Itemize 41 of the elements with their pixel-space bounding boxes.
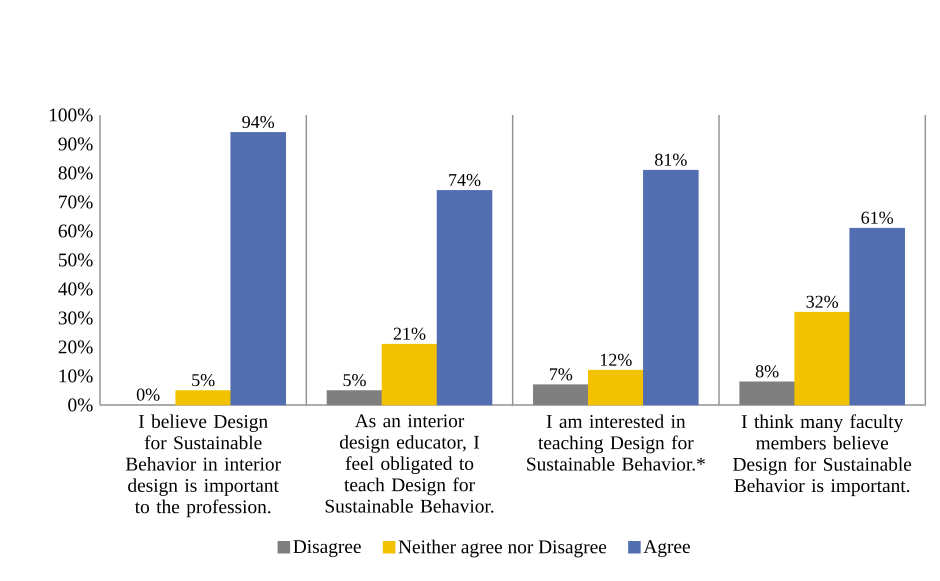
bar [326, 390, 382, 406]
data-label: 74% [449, 174, 480, 186]
bar [533, 384, 589, 406]
x-tick-label: I am interested in teaching Design for Sustainable Behavior.* [527, 414, 705, 471]
y-tick-label: 10% [60, 369, 93, 383]
data-label: 8% [756, 365, 779, 378]
data-label: 5% [192, 374, 215, 386]
data-label: 21% [394, 328, 426, 340]
legend-label: Neither agree nor Disagree [398, 540, 606, 558]
y-tick-label: 30% [58, 311, 93, 325]
data-label: 94% [242, 116, 274, 128]
legend-label: Agree [644, 540, 690, 558]
y-tick-label: 100% [50, 108, 93, 122]
bar [175, 390, 231, 406]
legend-label: Disagree [293, 540, 361, 558]
bar [849, 228, 905, 406]
data-label: 12% [600, 354, 632, 366]
y-tick-label: 0% [68, 398, 93, 412]
y-tick-label: 50% [58, 253, 93, 267]
data-label: 5% [344, 374, 366, 386]
y-tick-label: 80% [58, 166, 93, 180]
data-label: 81% [655, 154, 687, 166]
y-tick-label: 90% [58, 137, 93, 151]
y-tick-label: 20% [58, 340, 93, 354]
bar [382, 344, 438, 406]
data-label: 61% [861, 212, 894, 224]
bar [794, 312, 850, 406]
data-label: 7% [550, 368, 572, 380]
y-tick-label: 70% [59, 195, 93, 209]
data-label: 32% [806, 296, 838, 308]
bar [739, 382, 795, 406]
bar [436, 190, 492, 406]
y-tick-label: 40% [58, 282, 93, 296]
x-tick-label: I think many faculty members believe Design for Sustainable Behavior is important. [733, 414, 912, 496]
y-tick-label: 60% [58, 224, 93, 238]
x-tick-label: I believe Design for Sustainable Behavior in interior design is important to the profession. [126, 414, 281, 518]
x-tick-label: As an interior design educator, I feel obligated to teach Design for Sustainable Behavior. [326, 414, 494, 513]
data-label: 0% [136, 388, 160, 401]
bar [230, 132, 286, 406]
bar [643, 170, 699, 406]
bar [588, 370, 644, 406]
